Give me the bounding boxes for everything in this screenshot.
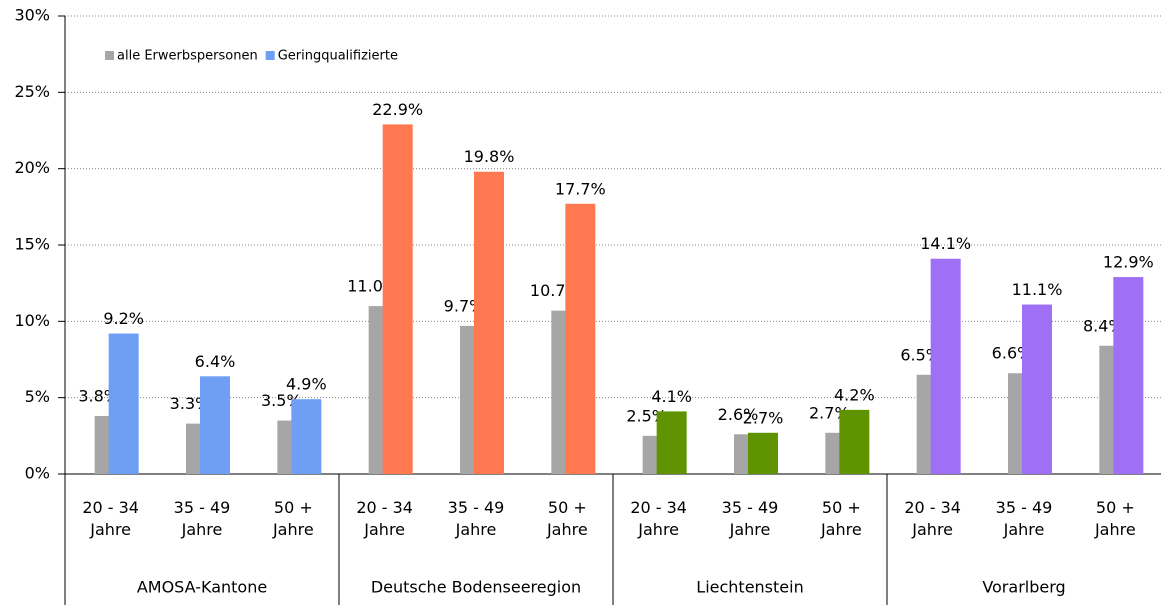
x-tick-label: 50 + Jahre <box>546 498 588 539</box>
legend-swatch <box>265 51 275 60</box>
bar <box>930 258 961 474</box>
data-label: 17.7% <box>555 179 606 198</box>
data-label: 12.9% <box>1103 253 1154 272</box>
x-tick-label: 35 - 49 Jahre <box>173 498 231 539</box>
data-label: 4.1% <box>651 387 692 406</box>
data-label: 2.6% <box>718 405 759 424</box>
data-label: 4.9% <box>286 375 327 394</box>
x-tick-label: 35 - 49 Jahre <box>995 498 1053 539</box>
data-label: 4.2% <box>834 385 875 404</box>
x-tick-label: 35 - 49 Jahre <box>447 498 505 539</box>
bar <box>1113 277 1144 474</box>
data-label: 14.1% <box>920 234 971 253</box>
x-tick-label: 20 - 34 Jahre <box>904 498 961 539</box>
y-tick-label: 10% <box>14 311 50 330</box>
bar <box>748 432 778 474</box>
group-label: AMOSA-Kantone <box>137 578 267 597</box>
data-label: 11.1% <box>1012 280 1063 299</box>
bar <box>200 376 230 474</box>
y-tick-label: 15% <box>14 235 50 254</box>
data-label: 9.2% <box>103 309 144 328</box>
bar <box>1022 304 1052 474</box>
x-tick-label: 20 - 34 Jahre <box>630 498 687 539</box>
data-label: 22.9% <box>372 100 423 119</box>
data-label: 2.7% <box>743 408 784 427</box>
bar <box>565 203 596 474</box>
bar <box>291 399 322 474</box>
data-label: 6.4% <box>195 352 236 371</box>
legend-label: alle Erwerbspersonen <box>117 49 258 64</box>
y-tick-label: 5% <box>25 387 50 406</box>
bar <box>382 124 413 474</box>
x-tick-label: 20 - 34 Jahre <box>82 498 139 539</box>
bar <box>474 171 504 474</box>
x-tick-label: 50 + Jahre <box>1094 498 1136 539</box>
group-label: Deutsche Bodenseeregion <box>371 578 581 597</box>
group-label: Liechtenstein <box>696 578 803 597</box>
group-label: Vorarlberg <box>982 578 1065 597</box>
data-label: 19.8% <box>464 147 515 166</box>
y-tick-label: 25% <box>14 82 50 101</box>
bar <box>656 411 687 474</box>
bar <box>108 333 139 474</box>
bar <box>839 409 870 474</box>
x-tick-label: 50 + Jahre <box>272 498 314 539</box>
x-tick-label: 20 - 34 Jahre <box>356 498 413 539</box>
x-tick-label: 35 - 49 Jahre <box>721 498 779 539</box>
x-tick-label: 50 + Jahre <box>820 498 862 539</box>
y-tick-label: 0% <box>25 464 50 483</box>
y-tick-label: 20% <box>14 158 50 177</box>
legend-swatch <box>105 51 114 60</box>
y-tick-label: 30% <box>14 6 50 25</box>
legend-label: Geringqualifizierte <box>278 49 398 64</box>
